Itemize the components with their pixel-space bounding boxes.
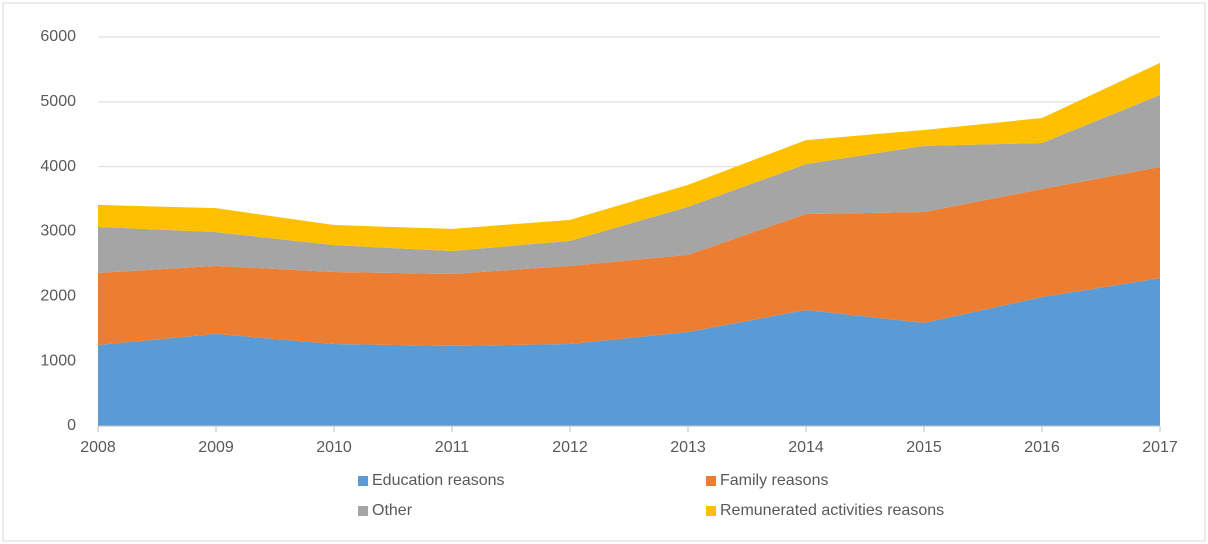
x-tick-label: 2017	[1142, 439, 1178, 456]
area	[98, 166, 1160, 346]
y-tick-label: 6000	[40, 28, 76, 45]
area	[98, 95, 1160, 274]
x-tick-label: 2009	[198, 439, 234, 456]
y-tick-label: 3000	[40, 223, 76, 240]
x-tick-label: 2012	[552, 439, 588, 456]
x-tick-label: 2013	[670, 439, 706, 456]
legend-label: Education reasons	[372, 472, 505, 489]
y-tick-label: 1000	[40, 352, 76, 369]
legend-swatch	[358, 506, 368, 516]
y-tick-label: 0	[67, 417, 76, 434]
legend-swatch	[706, 476, 716, 486]
legend-swatch	[706, 506, 716, 516]
x-tick-label: 2015	[906, 439, 942, 456]
legend-label: Remunerated activities reasons	[720, 502, 944, 519]
y-tick-label: 2000	[40, 288, 76, 305]
y-tick-label: 5000	[40, 93, 76, 110]
legend-swatch	[358, 476, 368, 486]
x-tick-label: 2011	[435, 439, 470, 456]
area	[98, 62, 1160, 251]
legend-label: Other	[372, 502, 413, 519]
x-tick-label: 2016	[1024, 439, 1060, 456]
legend-label: Family reasons	[720, 472, 828, 489]
area	[98, 278, 1160, 426]
x-tick-label: 2010	[316, 439, 352, 456]
y-tick-label: 4000	[40, 158, 76, 175]
x-tick-label: 2014	[788, 439, 824, 456]
x-tick-label: 2008	[80, 439, 116, 456]
